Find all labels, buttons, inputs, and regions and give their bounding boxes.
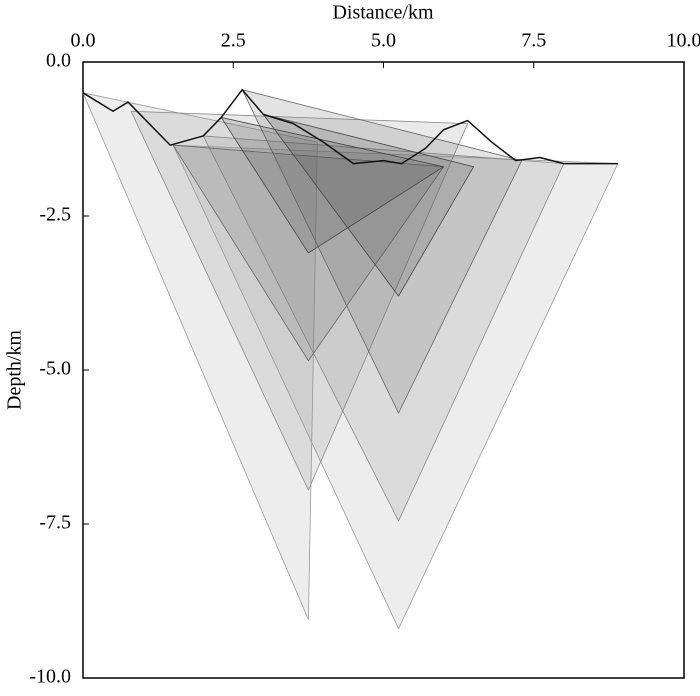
ray-fan (82, 92, 318, 620)
y-tick-label: -10.0 (29, 666, 71, 688)
ray-fan (241, 89, 523, 414)
y-tick-label: -5.0 (39, 358, 71, 380)
x-axis-title: Distance/km (332, 2, 434, 24)
x-tick-label: 10.0 (667, 30, 700, 52)
ray-fan (130, 110, 469, 491)
y-tick-label: -7.5 (39, 512, 71, 534)
y-tick-label: -2.5 (39, 204, 71, 226)
x-tick-label: 5.0 (371, 30, 396, 52)
x-tick-label: 2.5 (221, 30, 246, 52)
ray-fan (262, 113, 475, 297)
ray-fan (202, 135, 565, 522)
ray-fan (172, 144, 619, 630)
ray-fan (220, 117, 444, 254)
y-axis-title: Depth/km (4, 330, 26, 410)
y-tick-label: 0.0 (46, 50, 71, 72)
x-tick-label: 0.0 (71, 30, 96, 52)
surface-line (82, 88, 618, 165)
x-tick-label: 7.5 (521, 30, 546, 52)
